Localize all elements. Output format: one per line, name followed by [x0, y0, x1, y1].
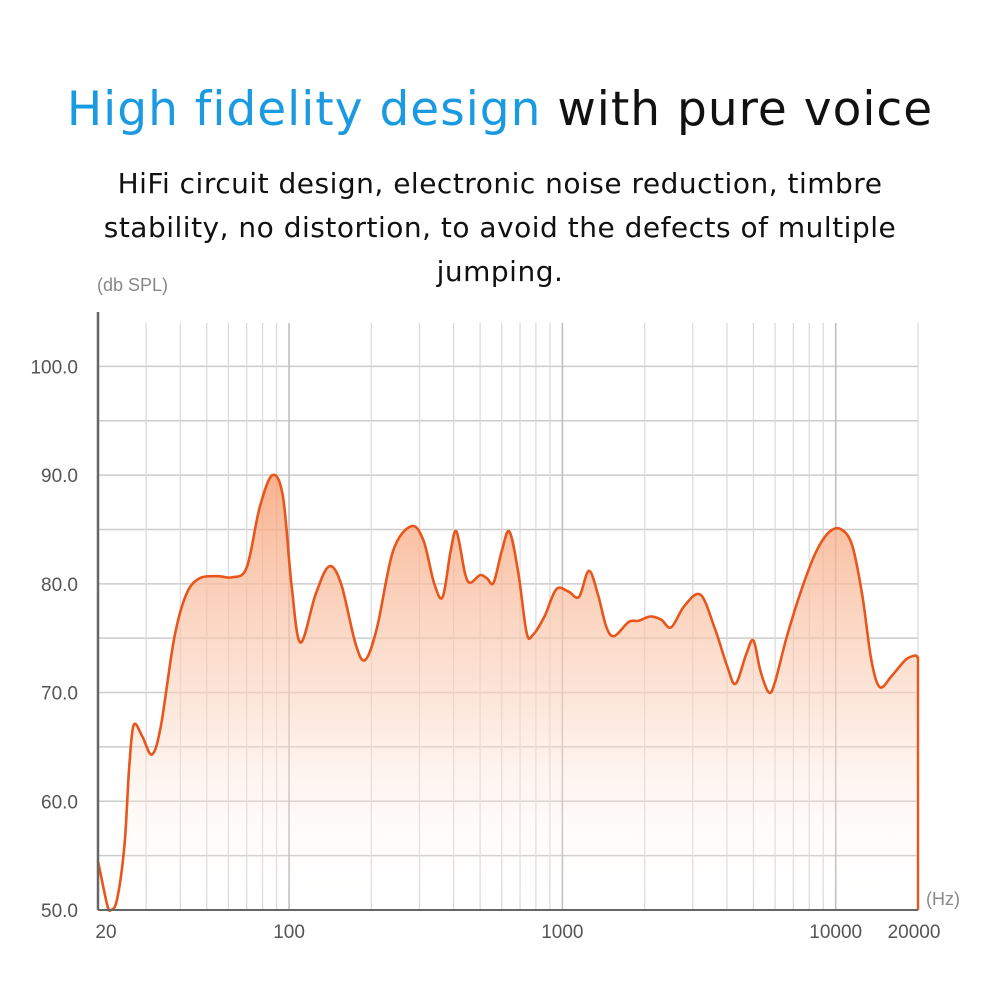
headline: High fidelity design with pure voice [0, 82, 1000, 137]
x-tick-label: 100 [273, 922, 305, 943]
chart-axes [96, 312, 918, 911]
y-tick-label: 100.0 [30, 357, 78, 378]
response-area-fill [98, 474, 918, 911]
y-tick-label: 80.0 [41, 575, 78, 596]
y-tick-label: 50.0 [41, 901, 78, 922]
headline-rest: with pure voice [557, 82, 934, 137]
subtitle: HiFi circuit design, electronic noise re… [103, 167, 897, 288]
tick-labels: 50.0 60.0 70.0 80.0 90.0 100.0 20 100 1000 10000 2… [30, 357, 940, 943]
x-axis-unit-label: (Hz) [926, 889, 960, 909]
x-tick-label: 10000 [809, 922, 862, 943]
y-tick-label: 90.0 [41, 466, 78, 487]
x-tick-label: 20000 [888, 922, 941, 943]
y-axis-unit-label: (db SPL) [97, 275, 168, 295]
response-area [96, 473, 920, 913]
headline-accent: High fidelity design [66, 82, 542, 137]
y-tick-label: 60.0 [41, 792, 78, 813]
response-curve [96, 473, 920, 913]
x-tick-label: 20 [95, 922, 116, 943]
x-tick-label: 1000 [541, 922, 583, 943]
y-tick-label: 70.0 [41, 684, 78, 705]
